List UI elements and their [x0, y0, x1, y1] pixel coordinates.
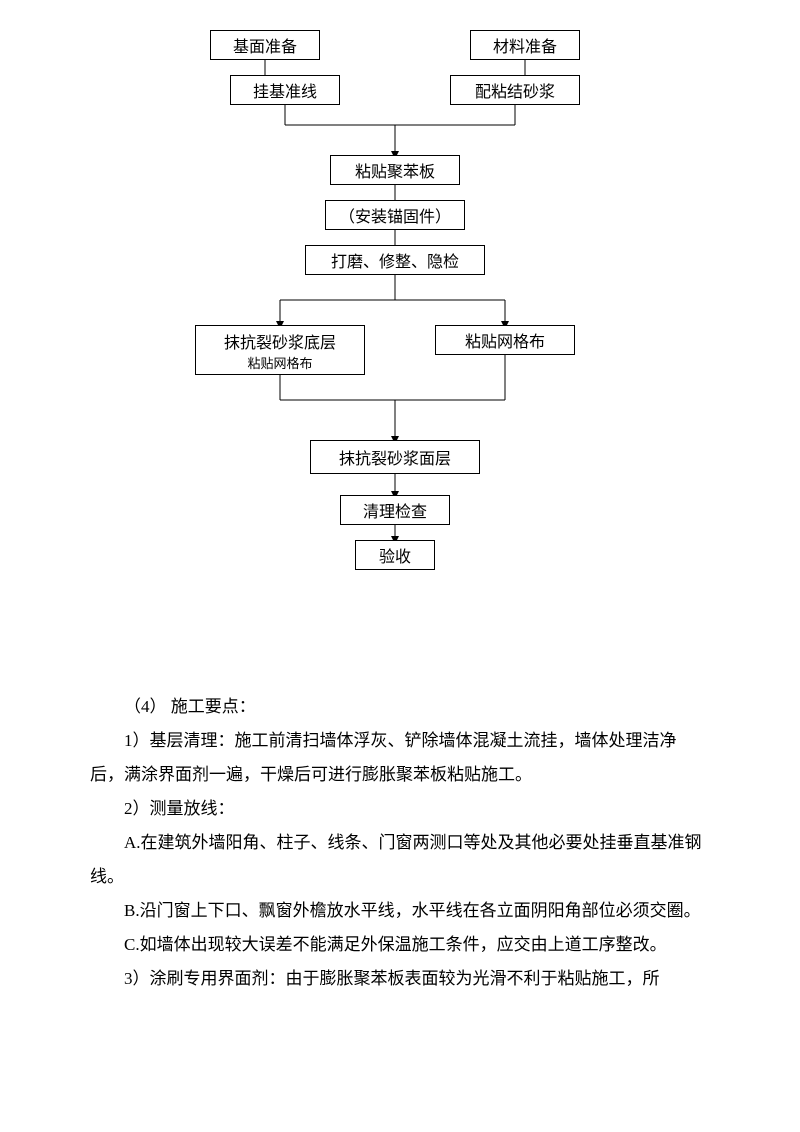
flow-node-n12: 验收	[355, 540, 435, 570]
flow-node-n9: 粘贴网格布	[435, 325, 575, 355]
flow-node-n5: 粘贴聚苯板	[330, 155, 460, 185]
flow-node-n7: 打磨、修整、隐检	[305, 245, 485, 275]
text-body: （4） 施工要点： 1）基层清理：施工前清扫墙体浮灰、铲除墙体混凝土流挂，墙体处…	[0, 680, 800, 1026]
para-3: 3）涂刷专用界面剂：由于膨胀聚苯板表面较为光滑不利于粘贴施工，所	[90, 962, 710, 996]
flow-node-n3: 材料准备	[470, 30, 580, 60]
para-2c: C.如墙体出现较大误差不能满足外保温施工条件，应交由上道工序整改。	[90, 928, 710, 962]
para-1: 1）基层清理：施工前清扫墙体浮灰、铲除墙体混凝土流挂，墙体处理洁净后，满涂界面剂…	[90, 724, 710, 792]
para-heading: （4） 施工要点：	[90, 690, 710, 724]
flow-node-n11: 清理检查	[340, 495, 450, 525]
page: 基面准备挂基准线 材料准备配粘结砂浆粘贴聚苯板 （安装锚固件） 打磨、修整、隐检抹抗裂…	[0, 0, 800, 1026]
para-2b: B.沿门窗上下口、飘窗外檐放水平线，水平线在各立面阴阳角部位必须交圈。	[90, 894, 710, 928]
flow-node-n8: 抹抗裂砂浆底层粘贴网格布	[195, 325, 365, 375]
para-2: 2）测量放线：	[90, 792, 710, 826]
para-2a: A.在建筑外墙阳角、柱子、线条、门窗两测口等处及其他必要处挂垂直基准钢线。	[90, 826, 710, 894]
flow-node-n4: 配粘结砂浆	[450, 75, 580, 105]
flowchart-edges	[0, 0, 800, 680]
flow-node-n6: （安装锚固件）	[325, 200, 465, 230]
flow-node-n1: 基面准备	[210, 30, 320, 60]
flowchart-container: 基面准备挂基准线 材料准备配粘结砂浆粘贴聚苯板 （安装锚固件） 打磨、修整、隐检抹抗裂…	[0, 0, 800, 680]
flow-node-n2: 挂基准线	[230, 75, 340, 105]
flow-node-n10: 抹抗裂砂浆面层	[310, 440, 480, 474]
